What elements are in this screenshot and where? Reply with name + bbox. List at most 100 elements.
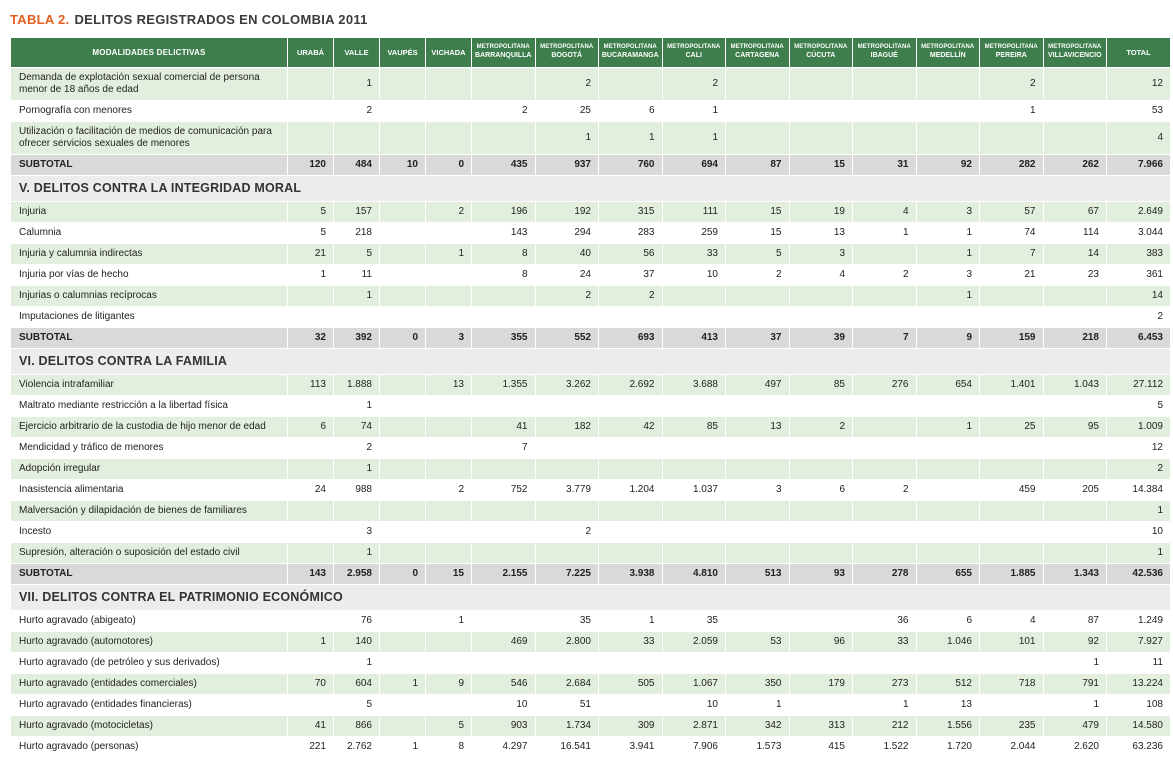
value-cell: 1.401 [979, 374, 1044, 396]
value-cell: 205 [1042, 479, 1107, 501]
value-cell [287, 437, 334, 459]
total-cell: 108 [1106, 694, 1171, 716]
value-cell [661, 521, 726, 543]
value-cell [379, 715, 426, 737]
value-cell: 791 [1042, 673, 1107, 695]
value-cell [788, 458, 853, 480]
value-cell: 1 [915, 243, 980, 265]
value-cell: 3 [333, 521, 380, 543]
value-cell [379, 67, 426, 101]
value-cell: 2.620 [1042, 736, 1107, 758]
value-cell: 96 [788, 631, 853, 653]
total-cell: 2 [1106, 306, 1171, 328]
value-cell [979, 437, 1044, 459]
value-cell: 1 [661, 100, 726, 122]
value-cell: 282 [979, 154, 1044, 176]
row-label: Hurto agravado (personas) [10, 736, 288, 758]
value-cell: 53 [725, 631, 790, 653]
value-cell: 392 [333, 327, 380, 349]
data-row: Hurto agravado (entidades comerciales) 70… [10, 673, 1171, 695]
total-cell: 42.536 [1106, 563, 1171, 585]
value-cell: 2 [852, 264, 917, 286]
value-cell: 41 [471, 416, 536, 438]
value-cell [379, 285, 426, 307]
value-cell [915, 121, 980, 155]
value-cell [725, 500, 790, 522]
column-header-vaupes: VAUPÉS [379, 37, 426, 68]
value-cell: 1.037 [661, 479, 726, 501]
value-cell: 3 [725, 479, 790, 501]
value-cell [661, 542, 726, 564]
value-cell: 1.043 [1042, 374, 1107, 396]
value-cell: 2 [598, 285, 663, 307]
value-cell: 1.046 [915, 631, 980, 653]
table-header-row: MODALIDADES DELICTIVAS URABÁ VALLE VAUPÉS V… [10, 37, 1171, 68]
value-cell [1042, 285, 1107, 307]
value-cell: 114 [1042, 222, 1107, 244]
data-row: Mendicidad y tráfico de menores 2 7 12 [10, 437, 1171, 459]
value-cell: 1 [425, 243, 472, 265]
value-cell: 35 [534, 610, 599, 632]
value-cell: 0 [425, 154, 472, 176]
value-cell: 1.734 [534, 715, 599, 737]
value-cell: 10 [379, 154, 426, 176]
value-cell [979, 521, 1044, 543]
data-row: Ejercicio arbitrario de la custodia de h… [10, 416, 1171, 438]
value-cell [788, 652, 853, 674]
value-cell: 313 [788, 715, 853, 737]
value-cell: 1 [333, 285, 380, 307]
value-cell [725, 437, 790, 459]
value-cell: 6 [598, 100, 663, 122]
data-row: Hurto agravado (motocicletas) 41 866 5 903 1.… [10, 715, 1171, 737]
row-label: SUBTOTAL [10, 327, 288, 349]
value-cell: 4.297 [471, 736, 536, 758]
value-cell [725, 521, 790, 543]
value-cell [598, 500, 663, 522]
value-cell [287, 100, 334, 122]
value-cell [788, 437, 853, 459]
value-cell [471, 395, 536, 417]
value-cell [661, 458, 726, 480]
value-cell: 192 [534, 201, 599, 223]
value-cell: 315 [598, 201, 663, 223]
value-cell [598, 458, 663, 480]
value-cell [379, 243, 426, 265]
value-cell [379, 694, 426, 716]
value-cell: 32 [287, 327, 334, 349]
value-cell: 31 [852, 154, 917, 176]
value-cell [287, 306, 334, 328]
value-cell: 2 [534, 521, 599, 543]
crimes-table: MODALIDADES DELICTIVAS URABÁ VALLE VAUPÉS V… [10, 37, 1171, 758]
value-cell: 694 [661, 154, 726, 176]
value-cell [471, 652, 536, 674]
value-cell [788, 67, 853, 101]
value-cell: 2 [534, 285, 599, 307]
value-cell [661, 395, 726, 417]
value-cell: 1 [333, 458, 380, 480]
value-cell [471, 500, 536, 522]
value-cell: 866 [333, 715, 380, 737]
value-cell: 41 [287, 715, 334, 737]
value-cell [788, 306, 853, 328]
value-cell: 21 [287, 243, 334, 265]
value-cell [788, 610, 853, 632]
value-cell [915, 479, 980, 501]
value-cell [852, 521, 917, 543]
value-cell: 74 [333, 416, 380, 438]
value-cell [725, 306, 790, 328]
data-row: Imputaciones de litigantes 2 [10, 306, 1171, 328]
value-cell: 140 [333, 631, 380, 653]
value-cell: 2 [788, 416, 853, 438]
value-cell: 4.810 [661, 563, 726, 585]
total-cell: 12 [1106, 437, 1171, 459]
value-cell [598, 652, 663, 674]
value-cell: 2.871 [661, 715, 726, 737]
column-header-medellin: METROPOLITANA MEDELLÍN [915, 37, 980, 68]
value-cell: 7 [471, 437, 536, 459]
value-cell [379, 479, 426, 501]
value-cell [425, 694, 472, 716]
value-cell [852, 652, 917, 674]
value-cell: 655 [915, 563, 980, 585]
value-cell [915, 437, 980, 459]
